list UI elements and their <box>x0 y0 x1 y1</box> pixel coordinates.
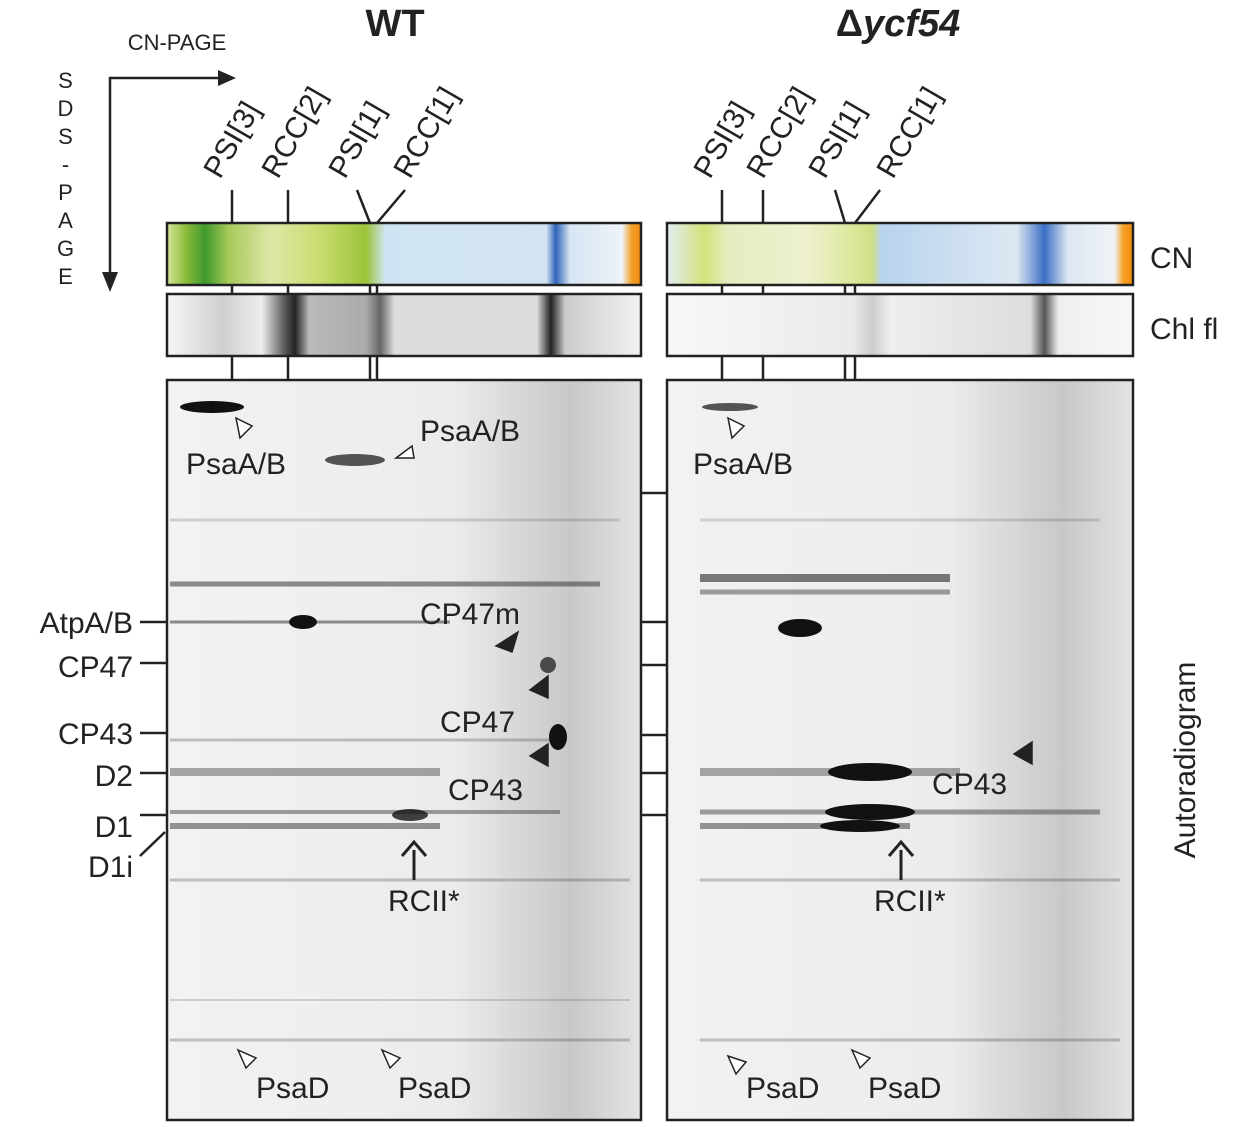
marker-label: D2 <box>95 760 133 793</box>
arrowheads <box>234 416 1033 1076</box>
complex-label: PSI[3] <box>197 96 266 183</box>
marker-label: D1 <box>95 811 133 844</box>
axis-arrow-head <box>218 70 236 86</box>
marker-label: D1i <box>88 851 133 884</box>
gel-wt <box>165 378 643 1122</box>
complex-label: RCC[1] <box>870 82 948 184</box>
chl-strip <box>165 292 643 358</box>
axis-arrow-lines <box>108 76 220 280</box>
strip-label: Chl fl <box>1150 313 1218 346</box>
title-symbol: Δ <box>836 3 863 45</box>
axis-label: CN-PAGE <box>128 30 227 55</box>
side-label: Autoradiogram <box>1169 662 1202 859</box>
chl-strip <box>665 292 1135 358</box>
spot-label: CP43 <box>448 774 523 807</box>
spot-label: PsaA/B <box>420 415 520 448</box>
complex-label: RCC[1] <box>387 82 465 184</box>
panel-title: WT <box>365 3 424 45</box>
spot-label: CP47m <box>420 598 520 631</box>
title-gene: ycf54 <box>861 3 960 45</box>
strip-label: CN <box>1150 242 1193 275</box>
gel-mutant <box>665 378 1135 1122</box>
spot-label: PsaA/B <box>186 448 286 481</box>
gel-spots <box>702 403 915 832</box>
spot-label: RCII* <box>388 885 460 918</box>
spot-label: CP47 <box>440 706 515 739</box>
spot-label: RCII* <box>874 885 946 918</box>
axis-arrow-head <box>102 272 118 292</box>
panel-title: Δycf54 <box>836 3 961 45</box>
spot-label: CP43 <box>932 768 1007 801</box>
complex-label: RCC[2] <box>255 82 333 184</box>
spot-label: PsaA/B <box>693 448 793 481</box>
spot-label: PsaD <box>256 1072 329 1105</box>
lane-lines <box>139 189 881 857</box>
spot-label: PsaD <box>868 1072 941 1105</box>
spot-label: PsaD <box>746 1072 819 1105</box>
gel-spots <box>180 401 567 821</box>
complex-label: PSI[1] <box>322 96 391 183</box>
gel-bands <box>170 518 630 1042</box>
marker-label: CP47 <box>58 651 133 684</box>
cn-strip <box>665 221 1135 287</box>
cn-strip <box>165 221 643 287</box>
marker-label: AtpA/B <box>40 607 133 640</box>
spot-label: PsaD <box>398 1072 471 1105</box>
marker-label: CP43 <box>58 718 133 751</box>
gel-background <box>667 380 1133 1120</box>
axis-label: SDS-PAGE <box>53 68 78 292</box>
complex-label: PSI[1] <box>802 96 871 183</box>
gel-background <box>167 380 641 1120</box>
